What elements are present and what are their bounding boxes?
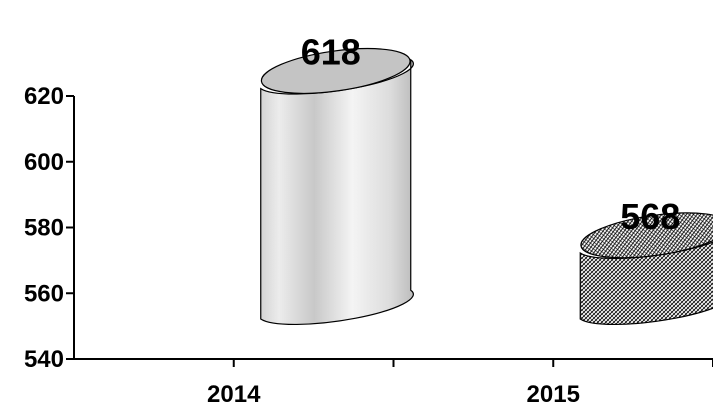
category-label: 2014 <box>207 381 261 406</box>
y-tick-label: 540 <box>24 346 64 373</box>
y-tick-label: 560 <box>24 280 64 307</box>
data-label: 618 <box>301 32 361 73</box>
y-tick-label: 600 <box>24 149 64 176</box>
category-label: 2015 <box>527 381 580 406</box>
y-tick-label: 580 <box>24 215 64 242</box>
bar-2014 <box>260 47 414 326</box>
bar-top-ellipse <box>580 212 713 259</box>
y-tick-label: 620 <box>24 83 64 110</box>
bar-top-ellipse <box>260 47 411 94</box>
bar-body <box>260 58 414 326</box>
bar-2015 <box>579 212 713 326</box>
data-label: 568 <box>620 196 680 237</box>
